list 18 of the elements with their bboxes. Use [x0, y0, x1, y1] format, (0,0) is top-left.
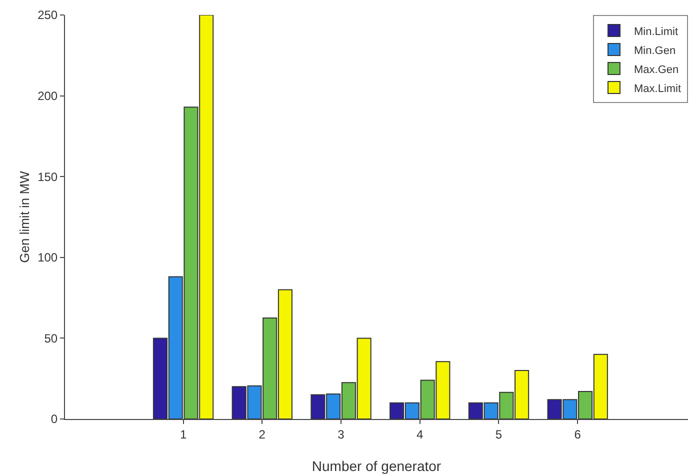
legend-label: Max.Limit: [634, 82, 682, 95]
legend-label: Min.Limit: [634, 26, 678, 38]
x-tick-label: 3: [338, 427, 345, 442]
x-tick-label: 4: [416, 427, 424, 442]
x-tick-label: 1: [180, 427, 187, 442]
x-tick-label: 6: [574, 427, 582, 442]
y-tick-label: 0: [50, 412, 58, 426]
x-tick-label: 2: [258, 427, 266, 442]
legend-label: Min.Gen: [634, 44, 676, 57]
x-axis-title: Number of generator: [312, 458, 442, 474]
y-tick-label: 250: [38, 8, 58, 22]
y-tick-label: 50: [44, 331, 58, 346]
y-tick-label: 100: [38, 250, 58, 265]
legend-label: Max.Gen: [634, 64, 679, 76]
x-tick-label: 5: [495, 427, 502, 442]
y-tick-label: 150: [38, 170, 58, 184]
y-tick-label: 200: [38, 89, 58, 103]
y-axis-title: Gen limit in MW: [17, 170, 32, 263]
